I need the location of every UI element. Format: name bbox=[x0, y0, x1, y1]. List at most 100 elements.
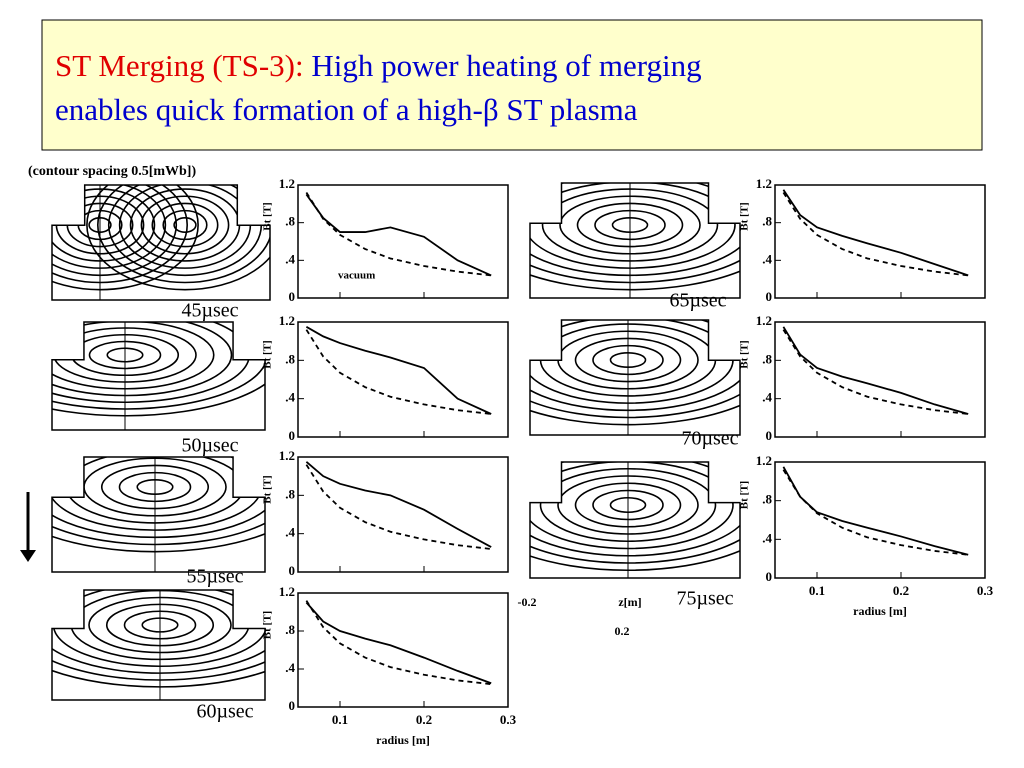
contour-frame bbox=[51, 456, 266, 573]
contour-frame bbox=[51, 184, 271, 301]
bt-line bbox=[305, 329, 492, 415]
contour-line bbox=[118, 185, 252, 269]
bt-line bbox=[782, 466, 969, 556]
contour-axis-mid: z[m] bbox=[618, 595, 641, 609]
y-tick-label: .4 bbox=[285, 525, 295, 540]
contour-frame bbox=[51, 321, 266, 431]
bt-line bbox=[305, 600, 492, 686]
bt-line bbox=[305, 601, 492, 685]
y-tick-label: 0 bbox=[289, 428, 296, 443]
bt-line bbox=[782, 329, 969, 415]
bt-line bbox=[305, 192, 492, 277]
y-axis-label: Bt [T] bbox=[739, 481, 751, 509]
y-tick-label: 1.2 bbox=[279, 448, 295, 463]
contour-line bbox=[140, 195, 230, 255]
x-axis-label: radius [m] bbox=[853, 604, 907, 618]
y-tick-label: .8 bbox=[762, 351, 772, 366]
contour-frame bbox=[529, 182, 741, 299]
bt-line bbox=[782, 469, 969, 556]
contour-note: (contour spacing 0.5[mWb]) bbox=[28, 164, 196, 179]
time-caption: 55µsec bbox=[186, 566, 243, 588]
contour-plot bbox=[52, 322, 265, 417]
y-tick-label: 0 bbox=[289, 289, 296, 304]
y-tick-label: .4 bbox=[285, 390, 295, 405]
y-tick-label: .4 bbox=[762, 390, 772, 405]
annotation: vacuum bbox=[338, 270, 375, 282]
plot-frame bbox=[774, 461, 986, 579]
bt-line bbox=[305, 464, 492, 550]
bt-line bbox=[782, 192, 969, 277]
y-axis-label: Bt [T] bbox=[262, 340, 274, 368]
y-tick-label: .8 bbox=[285, 214, 295, 229]
y-tick-label: 0 bbox=[289, 698, 296, 713]
y-tick-label: 1.2 bbox=[756, 176, 772, 191]
contour-line bbox=[129, 188, 241, 262]
contour-axis-right: 0.2 bbox=[615, 624, 630, 638]
plot-frame bbox=[297, 321, 509, 438]
title-blue: High power heating of merging bbox=[311, 48, 701, 83]
contour-frame bbox=[51, 589, 266, 701]
plot-frame bbox=[297, 592, 509, 708]
y-axis-label: Bt [T] bbox=[262, 611, 274, 639]
plot-frame bbox=[297, 456, 509, 573]
y-axis-label: Bt [T] bbox=[262, 475, 274, 503]
x-tick-label: 0.2 bbox=[416, 712, 432, 727]
time-caption: 75µsec bbox=[676, 588, 733, 610]
title-box bbox=[41, 19, 983, 151]
y-tick-label: .8 bbox=[762, 214, 772, 229]
bt-line bbox=[305, 326, 492, 415]
contour-line bbox=[162, 209, 208, 241]
contour-line bbox=[151, 202, 219, 248]
y-tick-label: 0 bbox=[289, 563, 296, 578]
plot-frame bbox=[297, 184, 509, 299]
y-tick-label: 0 bbox=[766, 428, 773, 443]
contour-axis-left: -0.2 bbox=[518, 595, 537, 609]
y-tick-label: 1.2 bbox=[279, 176, 295, 191]
title-red: ST Merging (TS-3): bbox=[55, 48, 304, 83]
contour-frame bbox=[529, 461, 741, 579]
contour-line bbox=[97, 185, 270, 284]
time-caption: 70µsec bbox=[681, 428, 738, 450]
bt-line bbox=[782, 189, 969, 277]
x-tick-label: 0.1 bbox=[332, 712, 348, 727]
y-axis-label: Bt [T] bbox=[262, 202, 274, 230]
y-tick-label: .8 bbox=[285, 622, 295, 637]
y-tick-label: .4 bbox=[285, 251, 295, 266]
y-tick-label: 1.2 bbox=[756, 313, 772, 328]
y-tick-label: 0 bbox=[766, 569, 773, 584]
y-tick-label: 1.2 bbox=[279, 584, 295, 599]
contour-line bbox=[173, 217, 197, 233]
time-caption: 65µsec bbox=[669, 290, 726, 312]
y-axis-label: Bt [T] bbox=[739, 340, 751, 368]
x-tick-label: 0.2 bbox=[893, 583, 909, 598]
time-caption: 60µsec bbox=[196, 701, 253, 723]
plot-frame bbox=[774, 321, 986, 438]
x-tick-label: 0.1 bbox=[809, 583, 825, 598]
time-caption: 45µsec bbox=[181, 300, 238, 322]
bt-line bbox=[305, 193, 492, 277]
plot-frame bbox=[774, 184, 986, 299]
time-arrow-head bbox=[20, 550, 36, 562]
title-line-1: ST Merging (TS-3): High power heating of… bbox=[55, 48, 702, 83]
y-tick-label: .8 bbox=[762, 492, 772, 507]
contour-line bbox=[86, 185, 270, 291]
y-tick-label: .8 bbox=[285, 351, 295, 366]
y-tick-label: .4 bbox=[762, 530, 772, 545]
bt-line bbox=[782, 326, 969, 415]
x-axis-label: radius [m] bbox=[376, 733, 430, 747]
y-tick-label: 0 bbox=[766, 289, 773, 304]
x-tick-label: 0.3 bbox=[500, 712, 517, 727]
bt-line bbox=[305, 461, 492, 548]
x-tick-label: 0.3 bbox=[977, 583, 994, 598]
y-tick-label: .8 bbox=[285, 486, 295, 501]
time-caption: 50µsec bbox=[181, 435, 238, 457]
title-line-2: enables quick formation of a high-β ST p… bbox=[55, 92, 638, 127]
y-tick-label: .4 bbox=[285, 660, 295, 675]
y-tick-label: .4 bbox=[762, 251, 772, 266]
y-axis-label: Bt [T] bbox=[739, 202, 751, 230]
y-tick-label: 1.2 bbox=[756, 453, 772, 468]
contour-frame bbox=[529, 319, 741, 436]
y-tick-label: 1.2 bbox=[279, 313, 295, 328]
